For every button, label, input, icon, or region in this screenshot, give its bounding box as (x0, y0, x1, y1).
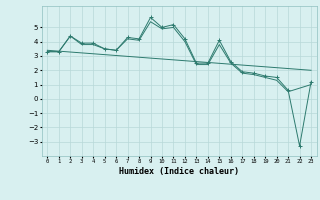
X-axis label: Humidex (Indice chaleur): Humidex (Indice chaleur) (119, 167, 239, 176)
